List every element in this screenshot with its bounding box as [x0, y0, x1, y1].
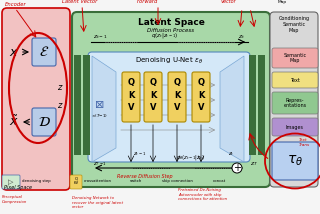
Text: Noisy Latent
Vector: Noisy Latent Vector [213, 0, 243, 4]
Text: Conditioning
Semantic
Map: Conditioning Semantic Map [278, 16, 309, 33]
FancyBboxPatch shape [2, 8, 70, 190]
FancyBboxPatch shape [272, 118, 318, 136]
Text: K: K [128, 91, 134, 100]
FancyBboxPatch shape [122, 72, 140, 122]
Text: ⊠: ⊠ [95, 100, 105, 110]
FancyBboxPatch shape [32, 108, 56, 136]
Text: Repres-
entations: Repres- entations [284, 98, 307, 108]
FancyBboxPatch shape [272, 142, 318, 180]
Text: $\mathcal{E}$: $\mathcal{E}$ [39, 45, 49, 59]
Text: Latent Space: Latent Space [138, 18, 204, 27]
FancyBboxPatch shape [72, 12, 270, 187]
FancyBboxPatch shape [32, 38, 56, 66]
Text: K: K [174, 91, 180, 100]
Text: crossattention: crossattention [84, 179, 112, 183]
Text: switch: switch [130, 179, 142, 183]
Text: denoising step: denoising step [22, 179, 51, 183]
Text: Denoising U-Net $\epsilon_\theta$: Denoising U-Net $\epsilon_\theta$ [135, 56, 203, 66]
FancyBboxPatch shape [2, 175, 20, 189]
Text: $p_\theta(z_{t-1}|z_t)$: $p_\theta(z_{t-1}|z_t)$ [176, 153, 204, 162]
Text: ▷: ▷ [8, 179, 14, 185]
Text: K: K [150, 91, 156, 100]
Bar [74, 55, 81, 155]
FancyBboxPatch shape [144, 72, 162, 122]
Text: $z_t$: $z_t$ [238, 33, 245, 41]
Text: Semantic
Map: Semantic Map [284, 53, 307, 63]
Text: K: K [198, 91, 204, 100]
Text: Perceptual
Compression: Perceptual Compression [2, 195, 28, 204]
FancyBboxPatch shape [272, 72, 318, 88]
Text: Text
Trans: Text Trans [299, 138, 310, 147]
FancyBboxPatch shape [70, 175, 82, 189]
FancyBboxPatch shape [272, 48, 318, 68]
FancyBboxPatch shape [168, 72, 186, 122]
Text: V: V [150, 103, 156, 111]
Text: V: V [128, 103, 134, 111]
Text: Diffusion Process: Diffusion Process [148, 28, 195, 33]
Text: $z$: $z$ [57, 101, 63, 110]
Text: Q
KV: Q KV [73, 177, 79, 185]
Text: Pretrained De-Noising
Autoencoder with skip
connections for attention: Pretrained De-Noising Autoencoder with s… [178, 188, 227, 201]
Text: Pixel Space: Pixel Space [4, 185, 32, 190]
Text: Forward: Forward [137, 0, 159, 4]
Text: $z_t$: $z_t$ [228, 150, 235, 158]
Circle shape [232, 163, 242, 173]
Text: $\mathcal{D}$: $\mathcal{D}$ [37, 115, 51, 129]
Text: V: V [174, 103, 180, 111]
Text: Encoder: Encoder [5, 2, 27, 7]
Text: $\times(T\!-\!1)$: $\times(T\!-\!1)$ [92, 111, 108, 119]
Text: $z_{t-1}$: $z_{t-1}$ [133, 150, 146, 158]
Text: concat: concat [213, 179, 226, 183]
Text: Text: Text [290, 77, 300, 83]
Bar [249, 55, 256, 155]
Text: Q: Q [127, 77, 134, 86]
Text: skip connection: skip connection [162, 179, 193, 183]
Text: Denoising Network to
recover the original latent
vector: Denoising Network to recover the origina… [72, 196, 123, 209]
Text: $q(z_t|z_{t-1})$: $q(z_t|z_{t-1})$ [151, 31, 179, 40]
Text: $z_{T-1}$: $z_{T-1}$ [93, 160, 107, 168]
FancyBboxPatch shape [192, 72, 210, 122]
Text: Latent Vector: Latent Vector [62, 0, 97, 4]
Text: $\tau_\theta$: $\tau_\theta$ [287, 154, 303, 168]
FancyBboxPatch shape [88, 52, 250, 162]
Text: Q: Q [173, 77, 180, 86]
Polygon shape [92, 56, 116, 162]
Text: $z_T$: $z_T$ [250, 160, 258, 168]
Bar [83, 55, 90, 155]
Text: Conditioning
Semantic
Map: Conditioning Semantic Map [278, 0, 306, 4]
Polygon shape [220, 56, 244, 162]
FancyBboxPatch shape [270, 12, 318, 187]
Text: $x$: $x$ [9, 46, 19, 58]
Text: Reverse Diffusion Step: Reverse Diffusion Step [117, 174, 173, 179]
Text: $\tilde{x}$: $\tilde{x}$ [9, 115, 19, 129]
Text: Q: Q [149, 77, 156, 86]
Text: Q: Q [197, 77, 204, 86]
Text: +: + [233, 163, 241, 173]
Bar [258, 55, 265, 155]
Text: Images: Images [286, 125, 304, 129]
Text: $z$: $z$ [57, 83, 63, 92]
FancyBboxPatch shape [272, 92, 318, 114]
Text: $z_{t-1}$: $z_{t-1}$ [93, 33, 108, 41]
Text: V: V [198, 103, 204, 111]
